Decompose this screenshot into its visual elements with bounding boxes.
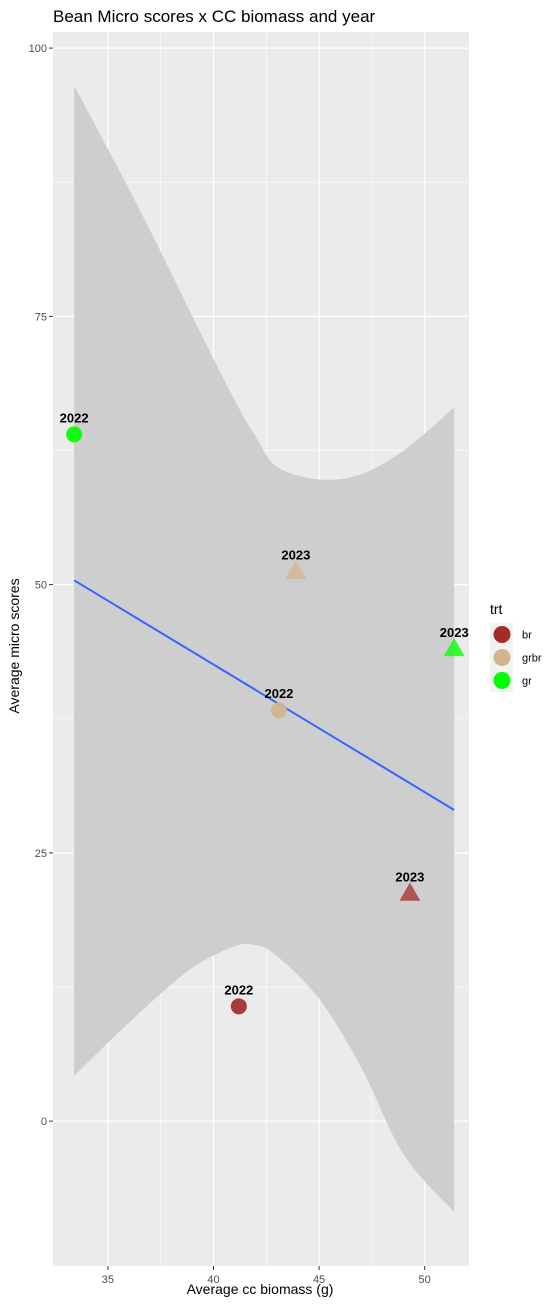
x-axis-label: Average cc biomass (g) — [187, 1281, 334, 1297]
legend-key-grbr — [493, 649, 511, 666]
data-points — [66, 426, 465, 1015]
y-tick-label: 75 — [35, 311, 47, 323]
x-tick-label: 50 — [419, 1274, 431, 1286]
data-point-gr-2023 — [443, 638, 465, 657]
data-point-br-2022 — [230, 998, 247, 1015]
data-point-gr-2022 — [66, 426, 83, 443]
legend-label-gr: gr — [522, 676, 532, 688]
fit-line — [73, 579, 455, 811]
data-label: 2023 — [440, 625, 469, 640]
legend: trt br grbr gr — [490, 601, 542, 692]
x-tick-label: 45 — [313, 1274, 325, 1286]
legend-key-gr — [493, 672, 511, 689]
data-label: 2022 — [224, 982, 253, 997]
data-point-grbr-2022 — [270, 702, 287, 719]
legend-key-br — [493, 626, 511, 643]
data-label: 2023 — [281, 548, 310, 563]
legend-title: trt — [490, 601, 503, 617]
data-label: 2022 — [264, 686, 293, 701]
y-tick-label: 100 — [29, 43, 47, 55]
legend-label-grbr: grbr — [522, 653, 542, 665]
data-point-br-2023 — [399, 882, 421, 901]
x-tick-label: 35 — [102, 1274, 114, 1286]
chart-title: Bean Micro scores x CC biomass and year — [53, 7, 376, 26]
data-label: 2022 — [60, 410, 89, 425]
y-tick-label: 50 — [35, 580, 47, 592]
legend-label-br: br — [522, 630, 532, 642]
y-axis: 0 25 50 75 100 — [29, 43, 53, 1128]
x-tick-label: 40 — [207, 1274, 219, 1286]
data-label: 2023 — [395, 870, 424, 885]
x-axis: 35 40 45 50 — [102, 1266, 431, 1286]
y-axis-label: Average micro scores — [6, 578, 22, 713]
data-point-grbr-2023 — [285, 560, 307, 579]
y-tick-label: 0 — [41, 1116, 47, 1128]
confidence-band — [74, 85, 455, 1213]
point-labels: 2022 2023 2023 2022 2023 2022 — [60, 410, 469, 997]
y-tick-label: 25 — [35, 848, 47, 860]
